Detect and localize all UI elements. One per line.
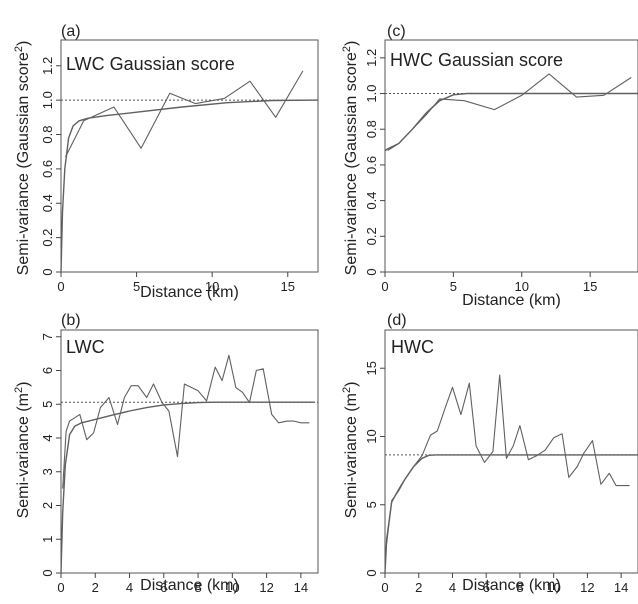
y-tick-label: 0.8 xyxy=(364,120,379,138)
x-tick-label: 0 xyxy=(57,279,64,294)
model-curve xyxy=(384,454,638,574)
model-curve xyxy=(384,92,638,152)
empirical-variogram-line xyxy=(387,73,632,152)
model-curve xyxy=(60,401,315,574)
y-tick-label: 6 xyxy=(40,367,55,374)
y-tick-label: 1 xyxy=(40,536,55,543)
x-tick-label: 4 xyxy=(449,580,456,595)
plot-frame xyxy=(384,329,638,574)
x-tick-label: 14 xyxy=(614,580,628,595)
x-tick-label: 10 xyxy=(515,279,529,294)
plot-frame xyxy=(384,39,638,273)
x-tick-label: 10 xyxy=(205,279,219,294)
y-tick-label: 7 xyxy=(40,333,55,340)
x-tick-label: 12 xyxy=(580,580,594,595)
x-tick-label: 5 xyxy=(133,279,140,294)
y-tick-label: 0 xyxy=(364,569,379,576)
x-tick-label: 10 xyxy=(546,580,560,595)
y-axis-title: Semi-variance (m2) xyxy=(13,382,32,519)
y-tick-label: 0 xyxy=(40,268,55,275)
panel-a: 0 5 10 15 0 0.2 0.4 0.6 0.8 1.0 1.2 (a) LWC Gaussian… xyxy=(13,23,319,301)
y-tick-label: 15 xyxy=(364,361,379,375)
x-tick-label: 5 xyxy=(450,279,457,294)
panel-d: 0 2 4 6 8 10 12 14 0 5 10 15 (d) HWC Distance (km) Semi… xyxy=(341,312,638,595)
y-tick-label: 0.6 xyxy=(40,160,55,178)
x-tick-label: 2 xyxy=(92,580,99,595)
y-axis-title: Semi-variance (Gaussian score2) xyxy=(341,41,360,276)
x-tick-label: 0 xyxy=(381,279,388,294)
y-tick-label: 1.2 xyxy=(364,49,379,67)
x-tick-label: 14 xyxy=(294,580,308,595)
y-axis-title: Semi-variance (m2) xyxy=(341,382,360,519)
x-axis-title: Distance (km) xyxy=(462,577,561,594)
x-tick-label: 0 xyxy=(381,580,388,595)
y-tick-label: 3 xyxy=(40,468,55,475)
panel-title: LWC xyxy=(66,337,105,357)
y-tick-label: 0.6 xyxy=(364,156,379,174)
panel-c: 0 5 10 15 0 0.2 0.4 0.6 0.8 1.0 1.2 (c) HWC Gaussian… xyxy=(341,23,638,309)
x-tick-label: 8 xyxy=(194,580,201,595)
x-tick-label: 6 xyxy=(483,580,490,595)
panel-label: (b) xyxy=(61,312,81,329)
y-tick-label: 0 xyxy=(40,569,55,576)
panel-title: LWC Gaussian score xyxy=(66,54,235,74)
panel-label: (a) xyxy=(61,23,81,40)
y-tick-label: 0.4 xyxy=(364,192,379,210)
empirical-variogram-line xyxy=(386,374,630,544)
y-tick-label: 1.0 xyxy=(364,84,379,102)
x-axis-title: Distance (km) xyxy=(140,284,239,301)
x-tick-label: 15 xyxy=(583,279,597,294)
panel-title: HWC Gaussian score xyxy=(390,50,563,70)
x-tick-label: 6 xyxy=(160,580,167,595)
y-tick-label: 0.4 xyxy=(40,194,55,212)
plot-frame xyxy=(60,329,319,574)
x-tick-label: 8 xyxy=(516,580,523,595)
x-tick-label: 12 xyxy=(259,580,273,595)
x-axis-title: Distance (km) xyxy=(140,577,239,594)
y-tick-label: 2 xyxy=(40,502,55,509)
y-tick-label: 5 xyxy=(364,501,379,508)
x-tick-label: 0 xyxy=(57,580,64,595)
model-curve xyxy=(60,99,319,273)
x-tick-label: 10 xyxy=(225,580,239,595)
y-tick-label: 0.2 xyxy=(40,229,55,247)
x-tick-label: 15 xyxy=(281,279,295,294)
y-axis-title: Semi-variance (Gaussian score2) xyxy=(13,41,32,276)
y-tick-label: 10 xyxy=(364,429,379,443)
x-tick-label: 4 xyxy=(126,580,133,595)
panel-label: (d) xyxy=(387,312,407,329)
y-tick-label: 0.2 xyxy=(364,227,379,245)
y-tick-label: 0.8 xyxy=(40,125,55,143)
panel-label: (c) xyxy=(387,23,406,40)
plot-frame xyxy=(60,39,319,273)
x-axis-title: Distance (km) xyxy=(462,292,561,309)
y-tick-label: 1.2 xyxy=(40,57,55,75)
empirical-variogram-line xyxy=(62,354,310,489)
panel-title: HWC xyxy=(391,337,434,357)
y-tick-label: 4 xyxy=(40,434,55,441)
y-tick-label: 0 xyxy=(364,268,379,275)
x-tick-label: 2 xyxy=(415,580,422,595)
y-tick-label: 5 xyxy=(40,401,55,408)
y-tick-label: 1.0 xyxy=(40,91,55,109)
empirical-variogram-line xyxy=(65,70,304,158)
